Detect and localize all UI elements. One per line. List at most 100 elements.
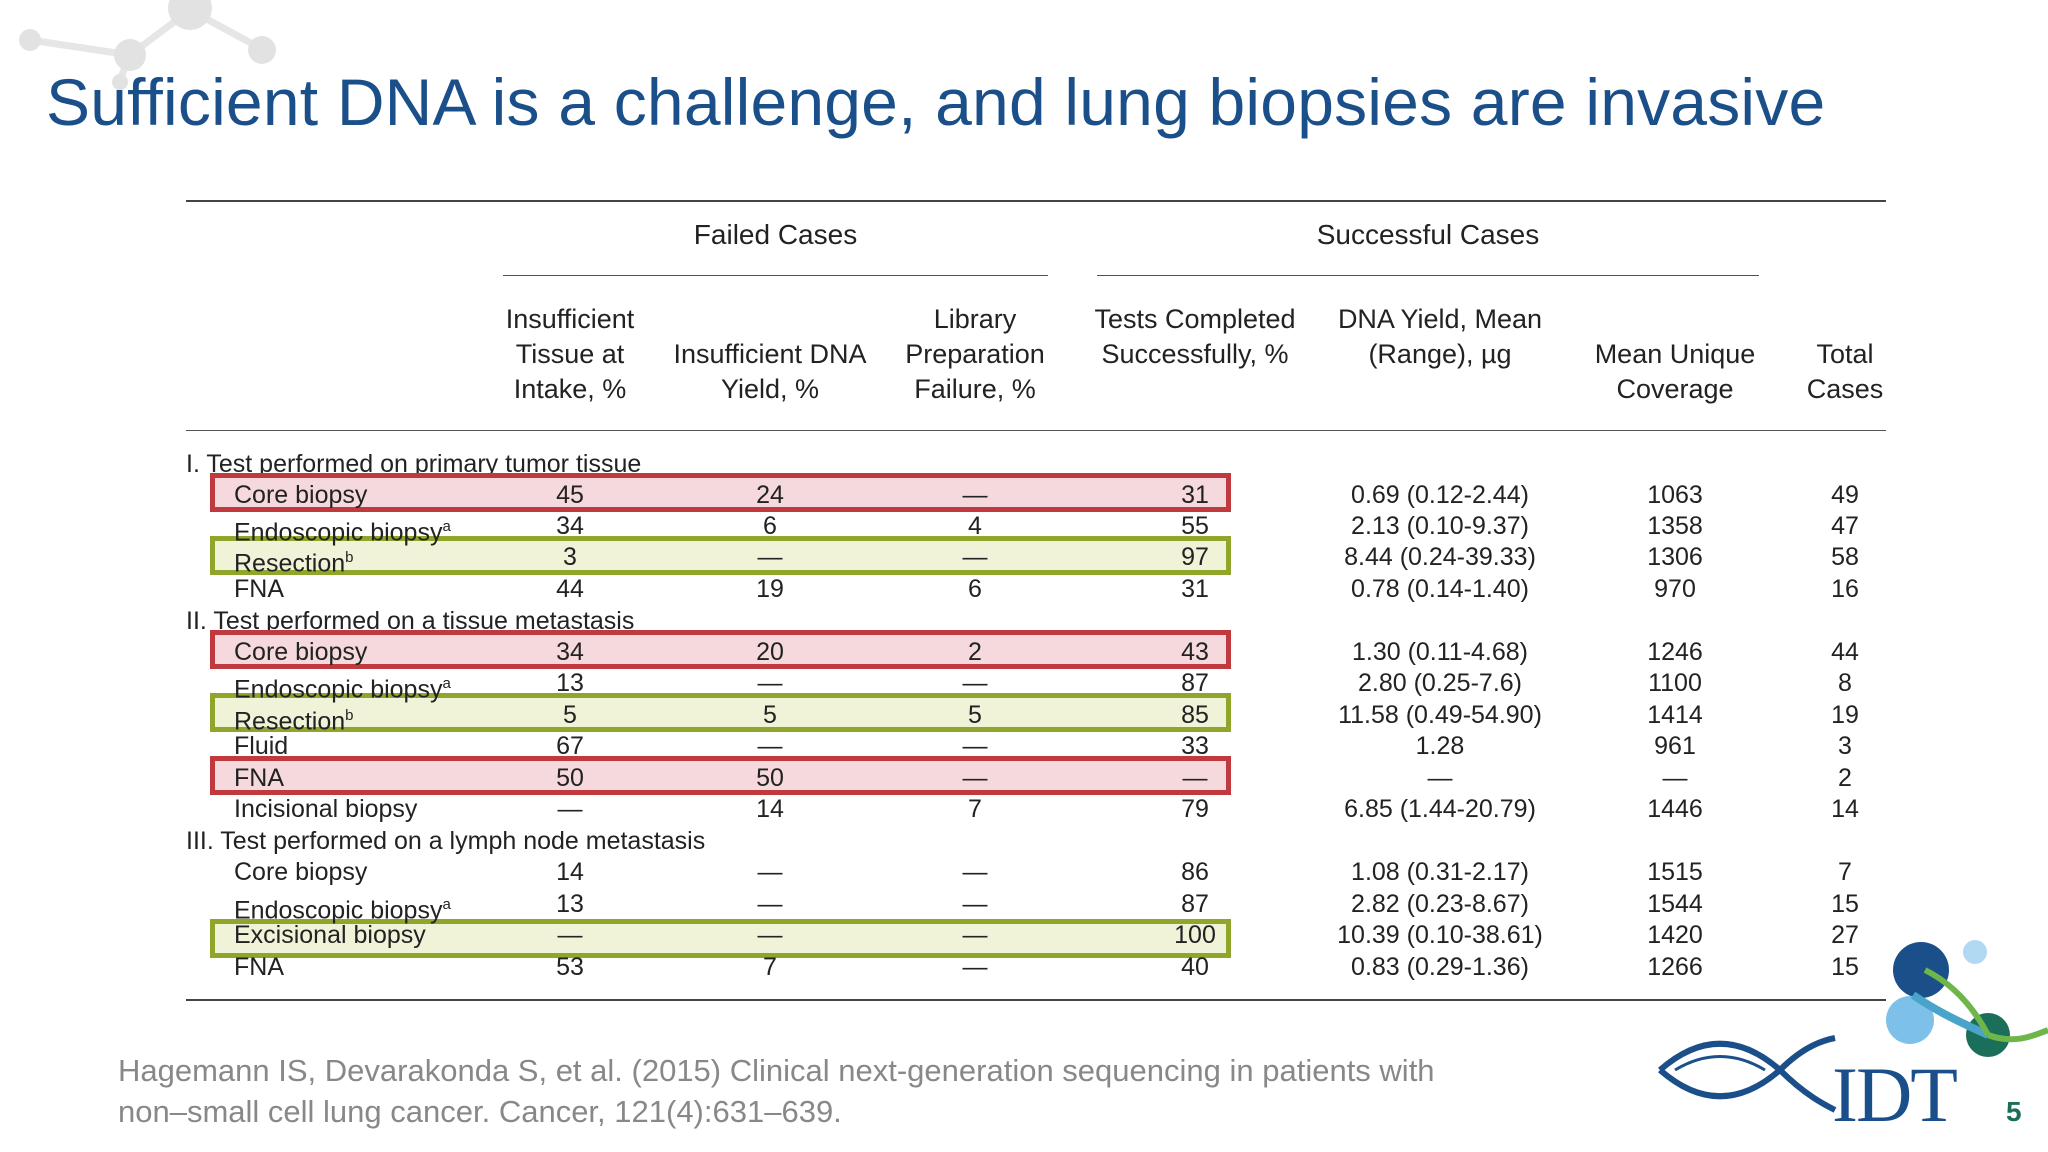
cell-insufficient-dna: — [757, 858, 783, 886]
cell-total-cases: 3 [1838, 732, 1852, 760]
cell-insufficient-tissue: — [557, 921, 583, 949]
cell-dna-yield: 2.80 (0.25-7.6) [1358, 669, 1522, 697]
cell-insufficient-dna: 5 [763, 701, 777, 729]
cell-library-prep-failure: — [962, 669, 988, 697]
cell-mean-unique-coverage: 1063 [1647, 481, 1703, 509]
cell-insufficient-tissue: 34 [556, 638, 584, 666]
row-label-text: Core biopsy [234, 481, 368, 509]
cell-library-prep-failure: — [962, 953, 988, 981]
table-row: Fluid 67 — — 33 1.28 961 3 [0, 731, 2048, 762]
cell-tests-completed: 97 [1181, 543, 1209, 571]
row-label-text: Core biopsy [234, 638, 368, 666]
cell-library-prep-failure: 4 [968, 512, 982, 540]
highlight-box-green [210, 536, 1231, 575]
cell-total-cases: 19 [1831, 701, 1859, 729]
cell-library-prep-failure: 2 [968, 638, 982, 666]
cell-dna-yield: 1.28 [1415, 732, 1465, 760]
cell-mean-unique-coverage: 1358 [1647, 512, 1703, 540]
cell-tests-completed: 79 [1181, 795, 1209, 823]
cell-dna-yield: 11.58 (0.49-54.90) [1338, 701, 1542, 729]
citation: Hagemann IS, Devarakonda S, et al. (2015… [118, 1050, 1435, 1132]
cell-insufficient-dna: — [757, 921, 783, 949]
cell-total-cases: 2 [1838, 764, 1852, 792]
table-row: Incisional biopsy — 14 7 79 6.85 (1.44-20.79)… [0, 794, 2048, 825]
cell-total-cases: 15 [1831, 890, 1859, 918]
cell-tests-completed: 40 [1181, 953, 1209, 981]
cell-dna-yield: 1.08 (0.31-2.17) [1351, 858, 1529, 886]
molecule-decoration-icon [19, 0, 276, 90]
row-label: FNA [234, 574, 284, 605]
cell-insufficient-tissue: 44 [556, 575, 584, 603]
row-label-text: Fluid [234, 732, 289, 760]
idt-logo-graphic-icon [1658, 940, 2048, 1113]
cell-tests-completed: 55 [1181, 512, 1209, 540]
cell-insufficient-dna: 6 [763, 512, 777, 540]
table-top-rule [186, 200, 1886, 202]
cell-insufficient-dna: 20 [756, 638, 784, 666]
cell-insufficient-dna: — [757, 890, 783, 918]
column-header-mean-unique-coverage: Mean Unique Coverage [1594, 339, 1756, 404]
cell-library-prep-failure: — [962, 921, 988, 949]
column-header-insufficient-dna: Insufficient DNA Yield, % [673, 339, 867, 404]
table-row: Resectionb 5 5 5 85 11.58 (0.49-54.90) 1414 19 [0, 700, 2048, 735]
cell-mean-unique-coverage: 1306 [1647, 543, 1703, 571]
cell-mean-unique-coverage: 1446 [1647, 795, 1703, 823]
cell-library-prep-failure: — [962, 858, 988, 886]
table-row: Core biopsy 34 20 2 43 1.30 (0.11-4.68) 1246 44 [0, 637, 2048, 668]
table-row: Endoscopic biopsya 13 — — 87 2.80 (0.25-7.6) 1… [0, 668, 2048, 703]
table-row: Resectionb 3 — — 97 8.44 (0.24-39.33) 1306 58 [0, 542, 2048, 577]
row-label-text: Excisional biopsy [234, 921, 426, 949]
row-label-text: Resection [234, 707, 346, 736]
group-header-successful-cases: Successful Cases [1316, 219, 1540, 250]
highlight-box-green [210, 693, 1231, 732]
column-header-tests-completed: Tests Completed Successfully, % [1094, 304, 1296, 369]
cell-insufficient-dna: — [757, 732, 783, 760]
table-row: Core biopsy 14 — — 86 1.08 (0.31-2.17) 1515 7 [0, 857, 2048, 888]
cell-total-cases: 58 [1831, 543, 1859, 571]
row-label: Incisional biopsy [234, 794, 417, 825]
cell-dna-yield: 2.13 (0.10-9.37) [1351, 512, 1529, 540]
row-label: Endoscopic biopsya [234, 511, 451, 548]
cell-insufficient-tissue: 53 [556, 953, 584, 981]
cell-mean-unique-coverage: 1100 [1648, 669, 1702, 697]
cell-library-prep-failure: 6 [968, 575, 982, 603]
highlight-box-green [210, 919, 1231, 958]
table-row: Endoscopic biopsya 34 6 4 55 2.13 (0.10-9.37)… [0, 511, 2048, 546]
successful-cases-rule [1097, 275, 1759, 276]
cell-mean-unique-coverage: 1246 [1647, 638, 1703, 666]
cell-mean-unique-coverage: 1420 [1647, 921, 1703, 949]
row-label: FNA [234, 763, 284, 794]
row-label-footnote: a [442, 518, 451, 535]
cell-library-prep-failure: — [962, 890, 988, 918]
table-row: FNA 50 50 — — — — 2 [0, 763, 2048, 794]
cell-total-cases: 16 [1831, 575, 1859, 603]
cell-dna-yield: 0.69 (0.12-2.44) [1351, 481, 1529, 509]
column-header-insufficient-tissue: Insufficient Tissue at Intake, % [505, 304, 635, 404]
section-title-lymph-node-metastasis: III. Test performed on a lymph node meta… [186, 827, 706, 855]
row-label: Core biopsy [234, 857, 367, 888]
cell-tests-completed: 87 [1181, 890, 1209, 918]
cell-total-cases: 14 [1831, 795, 1859, 823]
cell-total-cases: 8 [1838, 669, 1852, 697]
row-label-text: Core biopsy [234, 858, 368, 886]
row-label: Excisional biopsy [234, 920, 426, 951]
cell-mean-unique-coverage: 1515 [1647, 858, 1703, 886]
cell-tests-completed: 33 [1181, 732, 1209, 760]
slide-title: Sufficient DNA is a challenge, and lung … [46, 65, 1826, 139]
header-bottom-rule [186, 430, 1886, 431]
cell-tests-completed: 43 [1181, 638, 1209, 666]
cell-insufficient-tissue: 5 [563, 701, 577, 729]
cell-tests-completed: 85 [1181, 701, 1209, 729]
cell-total-cases: 47 [1831, 512, 1859, 540]
cell-dna-yield: 8.44 (0.24-39.33) [1344, 543, 1536, 571]
cell-insufficient-dna: 50 [756, 764, 784, 792]
cell-tests-completed: 31 [1181, 575, 1209, 603]
cell-mean-unique-coverage: 961 [1654, 732, 1696, 760]
cell-mean-unique-coverage: 1544 [1647, 890, 1703, 918]
cell-total-cases: 44 [1831, 638, 1859, 666]
row-label: Endoscopic biopsya [234, 889, 451, 926]
cell-library-prep-failure: — [962, 732, 988, 760]
table-row: FNA 53 7 — 40 0.83 (0.29-1.36) 1266 15 [0, 952, 2048, 983]
row-label-footnote: a [442, 675, 451, 692]
row-label: Endoscopic biopsya [234, 668, 451, 705]
